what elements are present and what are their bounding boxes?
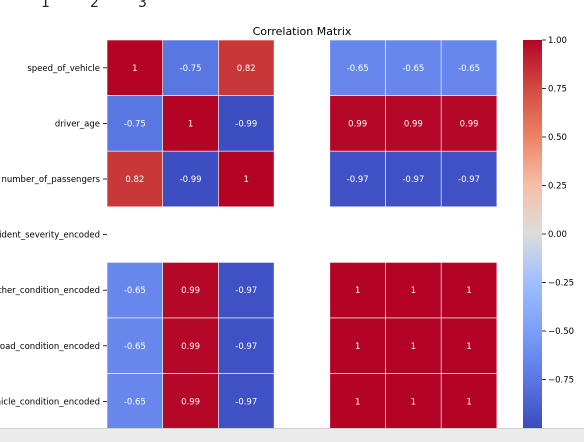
heatmap-cell <box>385 95 442 152</box>
heatmap-cell <box>329 150 386 208</box>
cell-value-label: 1 <box>244 175 249 185</box>
heatmap-cell <box>162 95 219 152</box>
heatmap-cell <box>106 373 164 430</box>
heatmap-cell <box>162 373 219 430</box>
cell-value-label: 1 <box>355 286 360 296</box>
cell-value-label: -0.75 <box>180 64 202 74</box>
colorbar-tick-label: 0.75 <box>548 85 567 95</box>
cell-value-label: -0.65 <box>458 64 480 74</box>
cell-value-label: 0.99 <box>181 286 200 296</box>
cell-value-label: 1 <box>411 397 416 407</box>
top-digit-3: 3 <box>138 0 147 11</box>
row-label: speed_of_vehicle <box>27 64 100 74</box>
heatmap-cell <box>329 373 386 430</box>
cell-value-label: -0.97 <box>235 397 257 407</box>
heatmap-cell <box>162 39 219 96</box>
heatmap-cell <box>440 317 498 374</box>
heatmap-cell <box>106 262 164 319</box>
heatmap-cell <box>440 39 498 96</box>
heatmap-cell <box>440 150 498 208</box>
cell-value-label: 1 <box>466 342 471 352</box>
cell-value-label: 1 <box>411 342 416 352</box>
colorbar-tick-label: −0.25 <box>548 279 574 289</box>
heatmap-cell <box>329 95 386 152</box>
heatmap-cell <box>385 373 442 430</box>
row-label: accident_severity_encoded <box>0 231 100 241</box>
cell-value-label: -0.97 <box>402 175 424 185</box>
cell-value-label: -0.97 <box>235 342 257 352</box>
cell-value-label: 1 <box>132 64 137 74</box>
heatmap-cell <box>162 317 219 374</box>
row-label: driver_age <box>55 119 100 129</box>
row-label: weather_condition_encoded <box>0 286 100 296</box>
cell-value-label: -0.65 <box>347 64 369 74</box>
row-label: vehicle_condition_encoded <box>0 397 100 407</box>
cell-value-label: 1 <box>466 286 471 296</box>
cell-value-label: 0.99 <box>460 119 479 129</box>
heatmap-cell <box>440 373 498 430</box>
cell-value-label: 1 <box>188 119 193 129</box>
top-digit-2: 2 <box>90 0 99 11</box>
colorbar-ticks: 1.00 0.75 0.50 0.25 0.00 −0.25 −0.50 −0.75 <box>542 36 574 386</box>
cell-value-label: -0.97 <box>458 175 480 185</box>
heatmap-cell <box>218 373 275 430</box>
heatmap-cells <box>106 39 498 430</box>
cell-value-label: 0.99 <box>404 119 423 129</box>
row-label: number_of_passengers <box>2 175 101 185</box>
top-digit-1: 1 <box>41 0 50 11</box>
heatmap-cell <box>218 317 275 374</box>
cell-value-label: 0.82 <box>125 175 144 185</box>
heatmap-cell <box>440 262 498 319</box>
heatmap-cell <box>162 150 219 208</box>
colorbar <box>523 40 542 428</box>
cell-value-label: -0.65 <box>124 397 146 407</box>
cell-value-label: -0.75 <box>124 119 146 129</box>
cell-value-label: 0.99 <box>181 397 200 407</box>
heatmap-cell <box>329 262 386 319</box>
cell-value-label: 1 <box>411 286 416 296</box>
cell-value-label: -0.97 <box>235 286 257 296</box>
heatmap-cell <box>106 317 164 374</box>
colorbar-tick-label: 0.00 <box>548 230 567 240</box>
heatmap-cell-labels: 1 -0.75 0.82 -0.65 -0.65 -0.65 -0.75 1 -0.99 0.99… <box>124 64 480 408</box>
colorbar-tick-label: 1.00 <box>548 36 567 46</box>
row-labels: speed_of_vehicle driver_age number_of_pass… <box>0 64 107 407</box>
cell-value-label: -0.97 <box>347 175 369 185</box>
colorbar-tick-label: 0.25 <box>548 182 567 192</box>
chart-title: Correlation Matrix <box>253 25 352 38</box>
heatmap-cell <box>218 95 275 152</box>
heatmap-cell <box>440 95 498 152</box>
cell-value-label: 1 <box>355 342 360 352</box>
cell-value-label: 1 <box>355 397 360 407</box>
row-label: road_condition_encoded <box>0 342 100 352</box>
heatmap-cell <box>385 317 442 374</box>
heatmap-cell <box>329 317 386 374</box>
cell-value-label: -0.65 <box>124 342 146 352</box>
colorbar-tick-label: −0.50 <box>548 327 574 337</box>
cell-value-label: -0.65 <box>402 64 424 74</box>
cell-value-label: 1 <box>466 397 471 407</box>
colorbar-tick-label: −0.75 <box>548 376 574 386</box>
heatmap-cell <box>385 262 442 319</box>
heatmap-cell <box>218 150 275 208</box>
cell-value-label: -0.65 <box>124 286 146 296</box>
heatmap-cell <box>385 150 442 208</box>
cell-value-label: 0.82 <box>237 64 256 74</box>
horizontal-scrollbar[interactable] <box>0 428 584 442</box>
colorbar-tick-label: 0.50 <box>548 133 567 143</box>
cell-value-label: 0.99 <box>181 342 200 352</box>
cell-value-label: -0.99 <box>180 175 202 185</box>
cell-value-label: -0.99 <box>235 119 257 129</box>
cell-value-label: 0.99 <box>348 119 367 129</box>
